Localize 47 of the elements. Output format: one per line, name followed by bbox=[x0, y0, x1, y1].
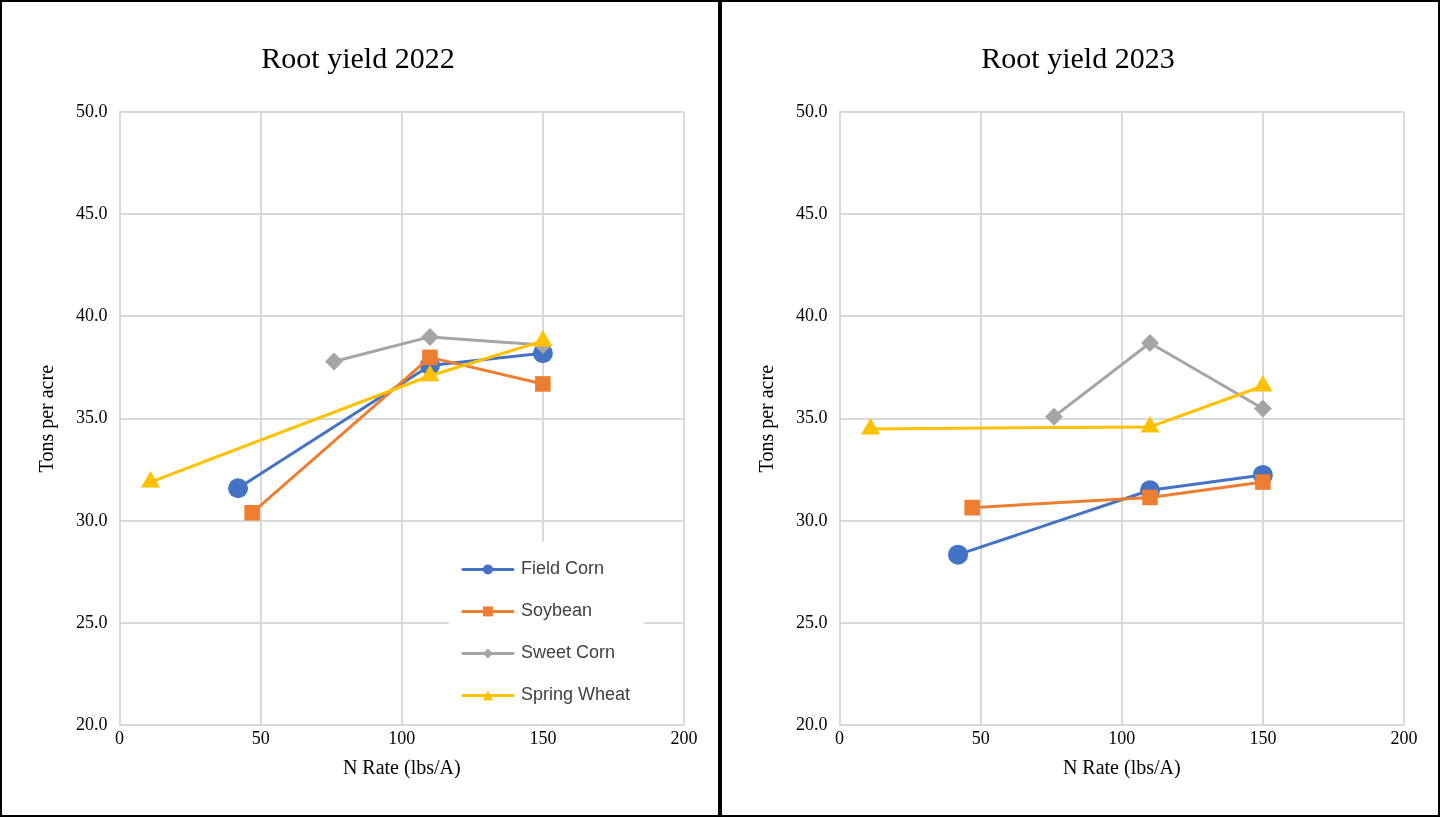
x-tick-label: 50 bbox=[971, 727, 990, 748]
x-tick-label: 150 bbox=[1249, 727, 1277, 748]
chart-title: Root yield 2023 bbox=[981, 40, 1175, 74]
point bbox=[1255, 474, 1271, 490]
y-tick-label: 20.0 bbox=[76, 714, 108, 735]
legend-label: Field Corn bbox=[520, 558, 604, 579]
y-tick-label: 20.0 bbox=[796, 714, 828, 735]
x-tick-label: 200 bbox=[670, 727, 698, 748]
x-axis-title: N Rate (lbs/A) bbox=[342, 756, 461, 780]
point bbox=[1140, 334, 1159, 353]
point bbox=[948, 544, 969, 565]
y-tick-label: 30.0 bbox=[76, 509, 108, 530]
point bbox=[420, 327, 439, 346]
legend-label: Spring Wheat bbox=[520, 684, 631, 705]
x-tick-label: 0 bbox=[115, 727, 124, 748]
point bbox=[1253, 399, 1272, 418]
y-tick-label: 45.0 bbox=[76, 202, 108, 223]
point bbox=[1045, 407, 1064, 426]
x-tick-label: 100 bbox=[388, 727, 416, 748]
y-tick-label: 35.0 bbox=[76, 407, 108, 428]
point bbox=[964, 499, 980, 516]
legend-label: Sweet Corn bbox=[520, 642, 615, 663]
point bbox=[325, 352, 344, 371]
chart-title: Root yield 2022 bbox=[261, 40, 455, 74]
y-axis-title: Tons per acre bbox=[35, 364, 59, 473]
y-tick-label: 50.0 bbox=[76, 100, 108, 121]
x-tick-label: 200 bbox=[1390, 727, 1418, 748]
y-tick-label: 50.0 bbox=[796, 100, 828, 121]
y-axis-title: Tons per acre bbox=[755, 364, 779, 473]
x-tick-label: 50 bbox=[251, 727, 270, 748]
point bbox=[535, 376, 551, 392]
x-tick-label: 0 bbox=[835, 727, 844, 748]
y-tick-label: 25.0 bbox=[796, 611, 828, 632]
x-tick-label: 150 bbox=[529, 727, 557, 748]
legend-label: Soybean bbox=[520, 600, 593, 621]
x-tick-label: 100 bbox=[1108, 727, 1136, 748]
point bbox=[1142, 489, 1158, 506]
y-tick-label: 30.0 bbox=[796, 509, 828, 530]
y-tick-label: 45.0 bbox=[796, 202, 828, 223]
y-tick-label: 35.0 bbox=[796, 407, 828, 428]
point bbox=[244, 504, 260, 521]
y-tick-label: 25.0 bbox=[76, 611, 108, 632]
y-tick-label: 40.0 bbox=[796, 305, 828, 326]
y-tick-label: 40.0 bbox=[76, 305, 108, 326]
x-axis-title: N Rate (lbs/A) bbox=[1062, 756, 1181, 780]
point bbox=[422, 349, 438, 366]
point bbox=[228, 478, 249, 499]
